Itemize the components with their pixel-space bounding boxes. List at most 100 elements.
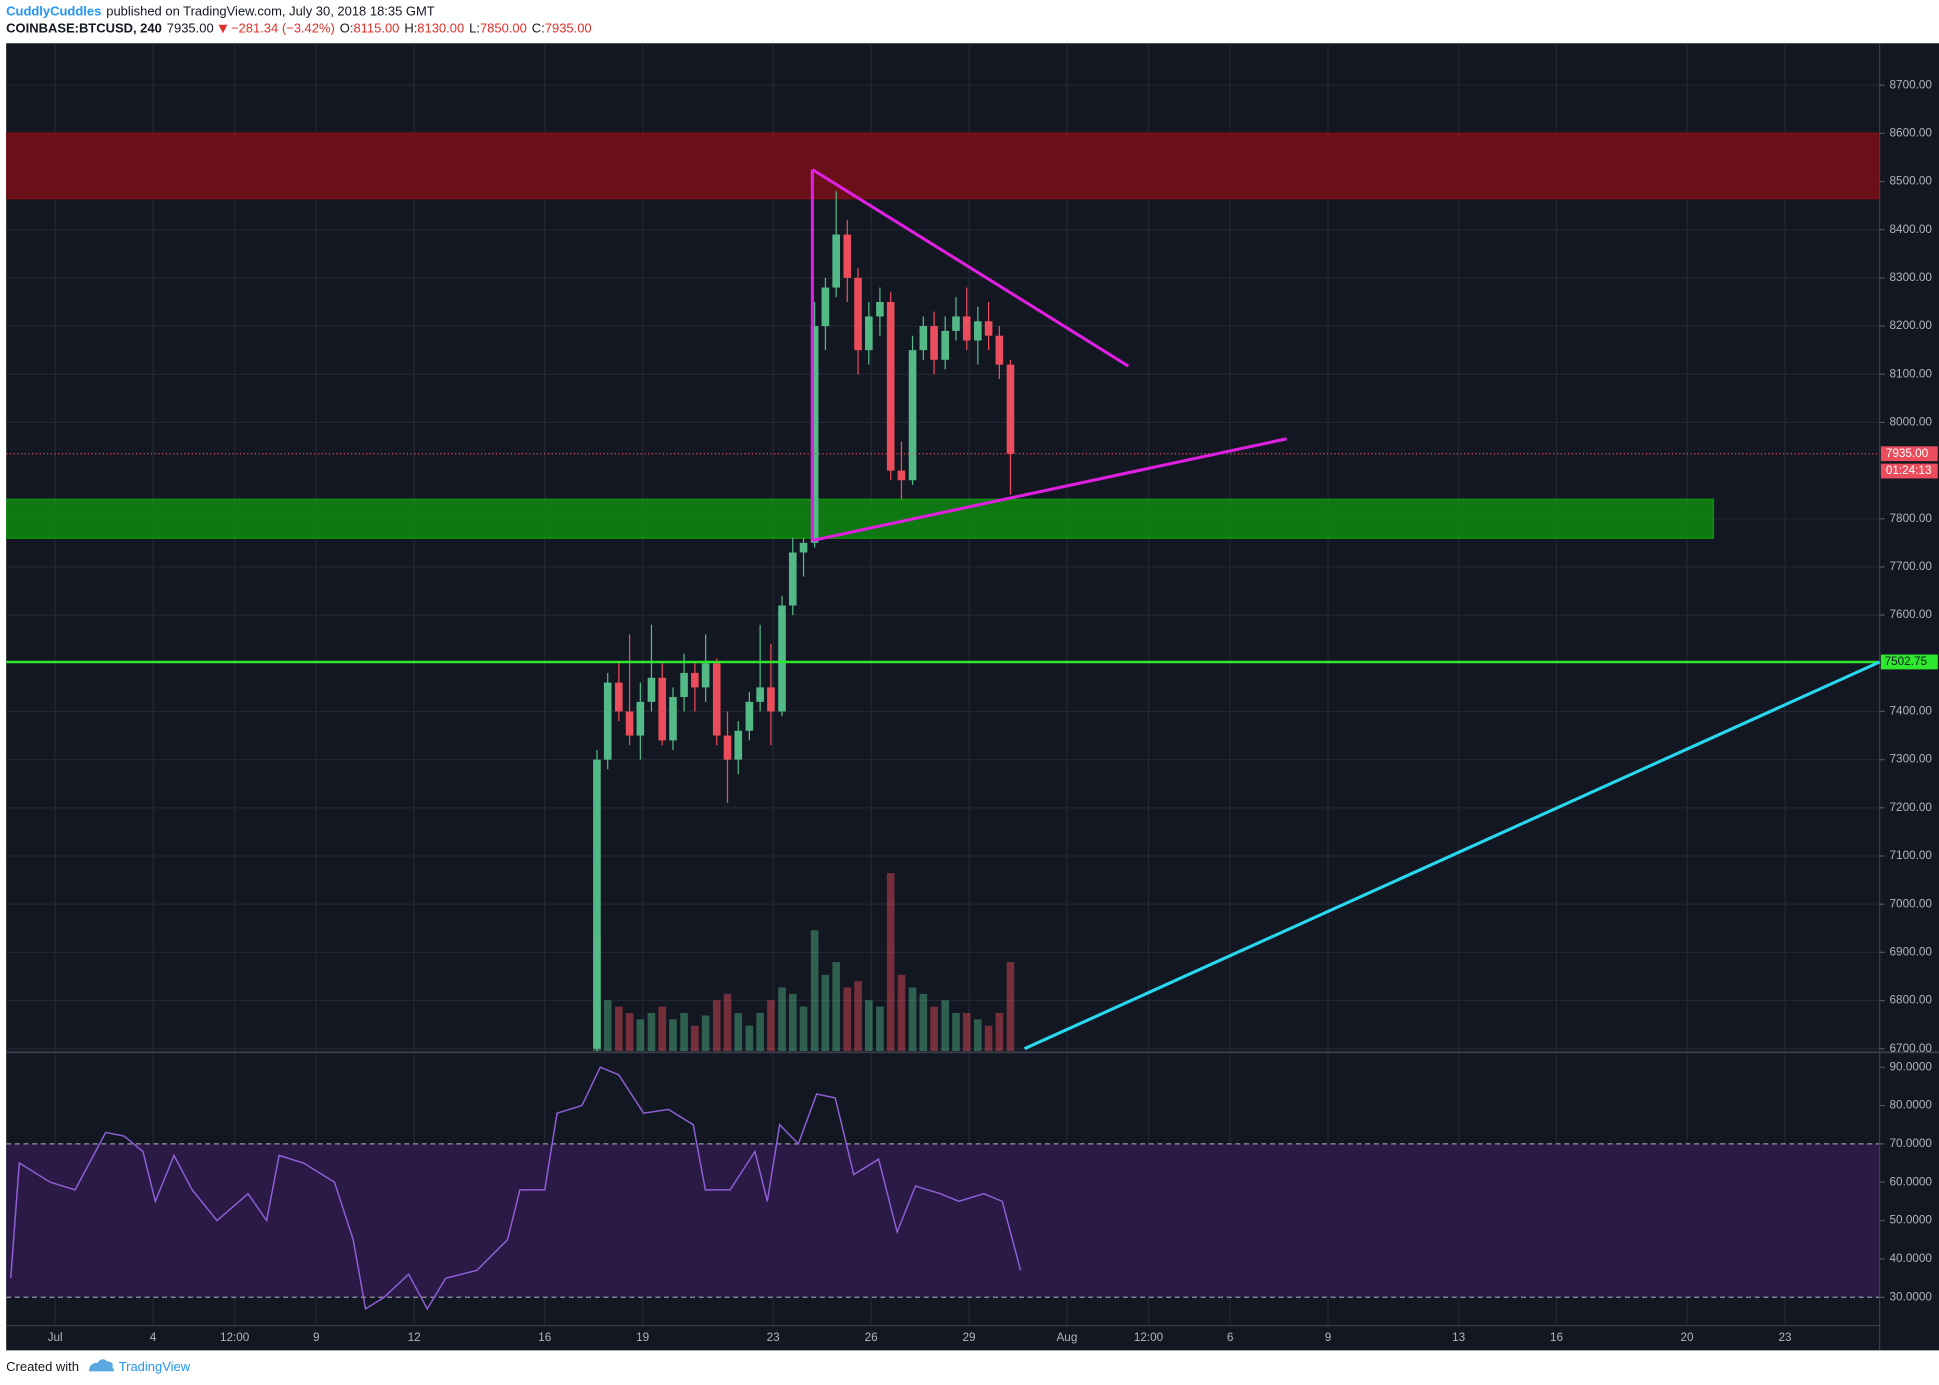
rsi-y-tick-label: 60.0000 (1890, 1175, 1933, 1188)
volume-bar (767, 1000, 775, 1052)
volume-bar (897, 974, 906, 1052)
volume-bar (995, 1012, 1004, 1052)
y-tick-label: 8100.00 (1890, 367, 1933, 380)
volume-bar (876, 1006, 884, 1052)
candle-body (669, 697, 677, 741)
volume-bar (1006, 962, 1015, 1052)
volume-bar (603, 1000, 612, 1052)
volume-bar (930, 1006, 938, 1052)
down-arrow (218, 24, 228, 34)
candle-body (756, 687, 764, 702)
candle-body (658, 677, 667, 741)
published: published on TradingView.com, July 30, 2… (106, 4, 435, 19)
candle-body (854, 277, 862, 351)
level-label-box (1880, 654, 1938, 670)
level-label: 7502.75 (1885, 655, 1928, 668)
volume-bar (854, 981, 862, 1052)
ohlc-value: 8130.00 (417, 21, 464, 36)
countdown-box (1880, 463, 1938, 479)
volume-bar (962, 1012, 971, 1052)
candle-body (680, 672, 688, 698)
candle-body (952, 316, 960, 331)
candle-body (984, 321, 993, 336)
candle-body (995, 335, 1004, 365)
ohlc-label: O: (340, 21, 354, 36)
header-line-2: COINBASE:BTCUSD, 240 7935.00 −281.34 (−3.4… (6, 21, 591, 36)
ohlc-value: 7850.00 (480, 21, 527, 36)
candle-body (810, 326, 819, 543)
volume-bar (701, 1015, 710, 1052)
candle-body (636, 701, 645, 736)
candle-body (799, 542, 808, 553)
volume-bar (832, 962, 840, 1052)
tradingview-logo (89, 1359, 115, 1372)
candle-body (701, 663, 710, 688)
author: CuddlyCuddles (6, 4, 101, 19)
x-tick-label: 19 (636, 1331, 649, 1344)
y-tick-label: 7800.00 (1890, 512, 1933, 525)
y-tick-label: 6900.00 (1890, 945, 1933, 958)
candle-body (865, 316, 873, 351)
candle-body (1006, 364, 1015, 454)
candle-body (691, 672, 699, 688)
y-tick-label: 8600.00 (1890, 126, 1933, 139)
countdown-label: 01:24:13 (1886, 464, 1932, 477)
zone (6, 132, 1880, 200)
x-tick-label: 12 (408, 1331, 421, 1344)
ohlc-label: H: (404, 21, 417, 36)
zone (6, 498, 1715, 539)
x-tick-label: 13 (1452, 1331, 1466, 1344)
volume-bar (669, 1019, 677, 1052)
volume-bar (843, 987, 852, 1052)
candle-body (908, 350, 917, 481)
ohlc-value: 7935.00 (545, 21, 592, 36)
trend-line (811, 168, 1130, 368)
x-tick-label: 23 (1778, 1331, 1792, 1344)
volume-bar (745, 1025, 754, 1052)
y-tick-label: 6800.00 (1890, 994, 1933, 1007)
change: −281.34 (−3.42%) (231, 21, 335, 36)
symbol: COINBASE:BTCUSD, 240 (6, 21, 162, 36)
volume-bar (788, 993, 797, 1052)
volume-bar (625, 1012, 634, 1052)
y-tick-label: 8200.00 (1890, 319, 1933, 332)
chart-background (6, 43, 1939, 1351)
header-line-1: CuddlyCuddles published on TradingView.co… (6, 4, 435, 19)
candle-body (745, 701, 754, 731)
trend-line (812, 437, 1287, 542)
y-tick-label: 8700.00 (1890, 78, 1933, 91)
volume-bar (919, 993, 928, 1052)
ohlc-label: C: (532, 21, 545, 36)
volume-bar (658, 1006, 667, 1052)
volume-bar (799, 1006, 808, 1052)
y-tick-label: 7200.00 (1890, 801, 1933, 814)
x-tick-label: 12:00 (220, 1331, 250, 1344)
candle-body (962, 316, 971, 341)
rsi-y-tick-label: 90.0000 (1890, 1060, 1933, 1073)
volume-bar (886, 873, 895, 1052)
x-tick-label: Jul (48, 1331, 63, 1344)
y-tick-label: 6700.00 (1890, 1042, 1933, 1055)
candle-body (821, 287, 830, 327)
ohlc-label: L: (469, 21, 480, 36)
volume-bar (691, 1025, 699, 1052)
x-tick-label: 9 (313, 1331, 320, 1344)
trend-line (1023, 660, 1881, 1051)
volume-bar (734, 1012, 743, 1052)
ohlc-value: 8115.00 (353, 21, 399, 36)
candle-body (832, 234, 840, 288)
candle-body (788, 552, 797, 606)
candle-body (876, 301, 884, 317)
y-tick-label: 7100.00 (1890, 849, 1933, 862)
x-tick-label: 23 (767, 1331, 781, 1344)
candle-body (767, 687, 775, 712)
rsi-y-tick-label: 70.0000 (1890, 1137, 1933, 1150)
rsi-pane (6, 1066, 1880, 1311)
y-tick-label: 8000.00 (1890, 416, 1933, 429)
rsi-y-tick-label: 30.0000 (1890, 1290, 1933, 1303)
x-tick-label: Aug (1056, 1331, 1077, 1344)
volume-bar (636, 1019, 645, 1052)
volume-bar (810, 930, 819, 1052)
y-tick-label: 7700.00 (1890, 560, 1933, 573)
